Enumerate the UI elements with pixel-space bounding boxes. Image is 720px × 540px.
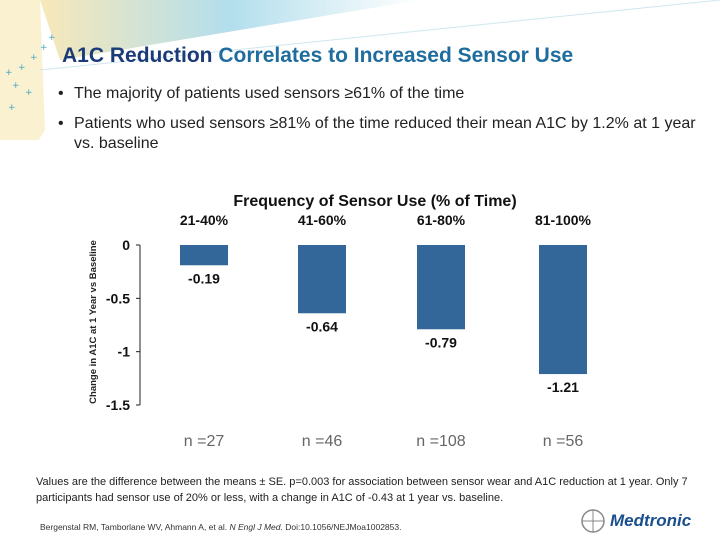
data-label: -1.21 (547, 379, 579, 395)
y-tick-label: 0 (122, 237, 130, 253)
svg-text:+: + (18, 63, 26, 73)
medtronic-emblem-icon (581, 509, 605, 533)
category-label: 41-60% (298, 212, 347, 228)
n-label: n =108 (416, 433, 465, 450)
decorative-header-graphic: + +++++++ (0, 0, 720, 140)
bar (180, 245, 228, 266)
bullet-2: • Patients who used sensors ≥81% of the t… (58, 114, 698, 154)
citation-journal: N Engl J Med. (229, 522, 283, 532)
footnote: Values are the difference between the me… (36, 476, 688, 504)
y-tick-label: -1 (118, 344, 131, 360)
n-label: n =46 (302, 433, 343, 450)
logo-text: Medtronic (610, 511, 692, 530)
citation: Bergenstal RM, Tamborlane WV, Ahmann A, … (40, 522, 401, 532)
n-label: n =27 (184, 433, 225, 450)
chart-title: Frequency of Sensor Use (% of Time) (233, 193, 516, 210)
bar (539, 245, 587, 375)
svg-text:+: + (8, 103, 16, 113)
bar-chart: Frequency of Sensor Use (% of Time) Chan… (88, 193, 592, 450)
y-tick-label: -0.5 (106, 290, 130, 306)
slide-title: A1C Reduction Correlates to Increased Se… (62, 44, 573, 68)
svg-text:+: + (30, 53, 38, 63)
category-label: 81-100% (535, 212, 592, 228)
svg-text:+: + (40, 43, 48, 53)
y-tick-label: -1.5 (106, 397, 130, 413)
svg-text:+: + (5, 68, 13, 78)
title-part-2: Correlates to Increased Sensor Use (218, 44, 574, 67)
category-label: 61-80% (417, 212, 466, 228)
title-part-1: A1C Reduction (62, 44, 213, 67)
n-label: n =56 (543, 433, 584, 450)
svg-text:+: + (48, 33, 56, 43)
category-label: 21-40% (180, 212, 229, 228)
bullet-dot: • (58, 115, 64, 132)
medtronic-logo: Medtronic (580, 508, 691, 534)
bullet-1: • The majority of patients used sensors ≥… (58, 84, 464, 104)
bar (298, 245, 346, 314)
bullet-dot: • (58, 85, 64, 102)
svg-text:+: + (25, 88, 33, 98)
data-label: -0.79 (425, 334, 457, 350)
data-label: -0.64 (306, 318, 338, 334)
citation-doi: Doi:10.1056/NEJMoa1002853. (282, 522, 402, 532)
citation-authors: Bergenstal RM, Tamborlane WV, Ahmann A, … (40, 522, 230, 532)
svg-text:+: + (12, 81, 20, 91)
data-label: -0.19 (188, 270, 220, 286)
bullet-text: Patients who used sensors ≥81% of the ti… (74, 115, 696, 152)
bar (417, 245, 465, 330)
y-axis-label: Change in A1C at 1 Year vs Baseline (88, 240, 99, 404)
bullet-text: The majority of patients used sensors ≥6… (74, 85, 465, 102)
